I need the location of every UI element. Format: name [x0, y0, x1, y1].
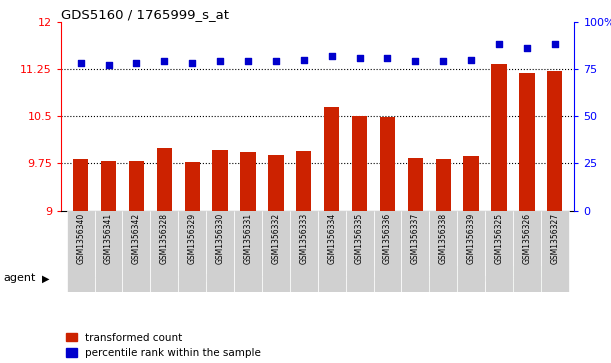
Text: GSM1356334: GSM1356334	[327, 213, 336, 264]
Bar	[67, 265, 150, 292]
Text: GSM1356342: GSM1356342	[132, 213, 141, 264]
Bar	[95, 211, 122, 292]
Text: GSM1356340: GSM1356340	[76, 213, 85, 264]
Bar	[346, 211, 373, 292]
Bar	[318, 265, 401, 292]
Bar	[185, 162, 200, 211]
Text: GSM1356327: GSM1356327	[551, 213, 559, 264]
Text: GSM1356339: GSM1356339	[467, 213, 475, 264]
Text: ▶: ▶	[42, 273, 49, 284]
Text: GSM1356333: GSM1356333	[299, 213, 309, 264]
Bar	[519, 73, 535, 211]
Point	[299, 57, 309, 62]
Legend: transformed count, percentile rank within the sample: transformed count, percentile rank withi…	[67, 333, 261, 358]
Bar	[67, 211, 95, 292]
Text: GSM1356336: GSM1356336	[383, 213, 392, 264]
Bar	[206, 211, 234, 292]
Bar	[234, 211, 262, 292]
Bar	[213, 150, 228, 211]
Bar	[324, 107, 339, 211]
Point	[550, 41, 560, 47]
Text: H2O2: H2O2	[93, 274, 124, 284]
Bar	[513, 211, 541, 292]
Bar	[373, 211, 401, 292]
Point	[271, 58, 281, 64]
Text: GSM1356341: GSM1356341	[104, 213, 113, 264]
Bar	[150, 211, 178, 292]
Text: GSM1356337: GSM1356337	[411, 213, 420, 264]
Point	[243, 58, 253, 64]
Point	[131, 60, 141, 66]
Text: GSM1356329: GSM1356329	[188, 213, 197, 264]
Point	[215, 58, 225, 64]
Point	[438, 58, 448, 64]
Bar	[436, 159, 451, 211]
Bar	[296, 151, 312, 211]
Text: untreated control: untreated control	[485, 274, 569, 284]
Bar	[541, 211, 569, 292]
Text: GSM1356330: GSM1356330	[216, 213, 225, 264]
Bar	[101, 162, 116, 211]
Text: gentamicin: gentamicin	[244, 274, 307, 284]
Text: ampicillin: ampicillin	[166, 274, 219, 284]
Bar	[491, 64, 507, 211]
Text: GSM1356335: GSM1356335	[355, 213, 364, 264]
Point	[76, 60, 86, 66]
Point	[466, 57, 476, 62]
Bar	[485, 211, 513, 292]
Bar	[457, 211, 485, 292]
Point	[382, 55, 392, 61]
Bar	[485, 265, 569, 292]
Bar	[122, 211, 150, 292]
Bar	[401, 211, 430, 292]
Point	[411, 58, 420, 64]
Text: GSM1356326: GSM1356326	[522, 213, 532, 264]
Bar	[262, 211, 290, 292]
Text: kanamycin: kanamycin	[329, 274, 390, 284]
Text: GSM1356325: GSM1356325	[494, 213, 503, 264]
Text: norfloxacin: norfloxacin	[412, 274, 474, 284]
Bar	[464, 156, 479, 211]
Bar	[318, 211, 346, 292]
Point	[354, 55, 364, 61]
Text: GSM1356331: GSM1356331	[244, 213, 252, 264]
Bar	[547, 71, 563, 211]
Bar	[129, 161, 144, 211]
Bar	[178, 211, 206, 292]
Bar	[408, 158, 423, 211]
Point	[327, 53, 337, 59]
Text: GSM1356332: GSM1356332	[271, 213, 280, 264]
Bar	[290, 211, 318, 292]
Bar	[401, 265, 485, 292]
Bar	[380, 117, 395, 211]
Point	[188, 60, 197, 66]
Bar	[430, 211, 457, 292]
Text: GDS5160 / 1765999_s_at: GDS5160 / 1765999_s_at	[61, 8, 229, 21]
Bar	[240, 152, 255, 211]
Text: GSM1356338: GSM1356338	[439, 213, 448, 264]
Text: agent: agent	[3, 273, 35, 284]
Bar	[234, 265, 318, 292]
Bar	[156, 148, 172, 211]
Point	[159, 58, 169, 64]
Point	[494, 41, 504, 47]
Bar	[73, 159, 89, 211]
Text: GSM1356328: GSM1356328	[160, 213, 169, 264]
Bar	[268, 155, 284, 211]
Bar	[150, 265, 234, 292]
Point	[104, 62, 114, 68]
Bar	[352, 116, 367, 211]
Point	[522, 45, 532, 51]
